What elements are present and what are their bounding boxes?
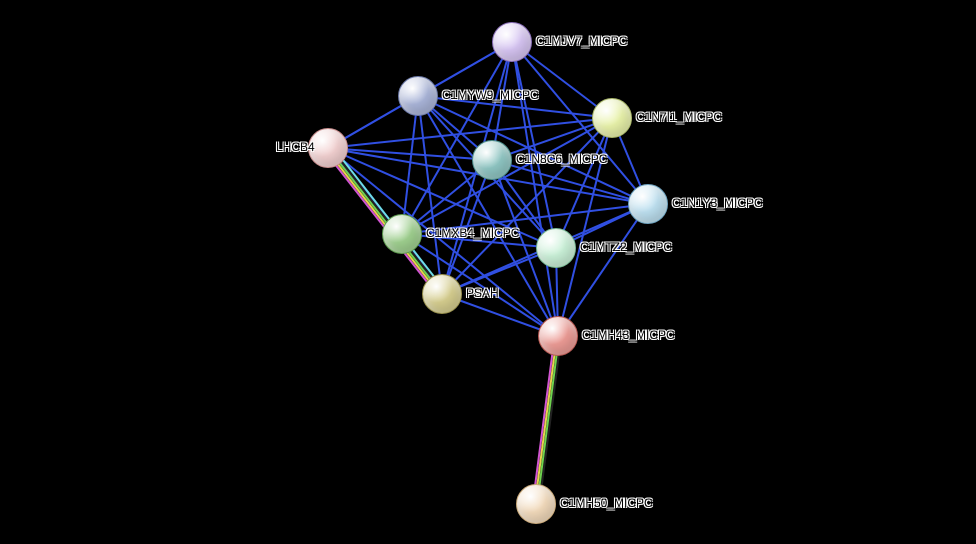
edge bbox=[442, 118, 612, 294]
node-C1N7I1_MICPC[interactable] bbox=[592, 98, 632, 138]
edges-layer bbox=[0, 0, 976, 544]
edge-multi bbox=[539, 336, 561, 504]
node-circle[interactable] bbox=[536, 228, 576, 268]
node-circle[interactable] bbox=[628, 184, 668, 224]
node-C1N8C6_MICPC[interactable] bbox=[472, 140, 512, 180]
node-C1MH43_MICPC[interactable] bbox=[538, 316, 578, 356]
edge-multi bbox=[533, 336, 555, 504]
node-C1MTZ2_MICPC[interactable] bbox=[536, 228, 576, 268]
edge-multi bbox=[535, 336, 557, 504]
node-label: C1MH43_MICPC bbox=[582, 328, 675, 342]
node-circle[interactable] bbox=[398, 76, 438, 116]
node-label: C1N8C6_MICPC bbox=[516, 152, 607, 166]
node-label: PSAH bbox=[466, 286, 499, 300]
node-label: C1MTZ2_MICPC bbox=[580, 240, 672, 254]
node-label: LHCB4 bbox=[276, 140, 315, 154]
node-label: C1N1Y3_MICPC bbox=[672, 196, 763, 210]
node-circle[interactable] bbox=[472, 140, 512, 180]
node-label: C1MH50_MICPC bbox=[560, 496, 653, 510]
node-PSAH[interactable] bbox=[422, 274, 462, 314]
node-C1MJV7_MICPC[interactable] bbox=[492, 22, 532, 62]
edge bbox=[512, 42, 558, 336]
node-label: C1N7I1_MICPC bbox=[636, 110, 722, 124]
node-circle[interactable] bbox=[382, 214, 422, 254]
node-circle[interactable] bbox=[516, 484, 556, 524]
node-label: C1MJV7_MICPC bbox=[536, 34, 627, 48]
node-circle[interactable] bbox=[538, 316, 578, 356]
node-C1N1Y3_MICPC[interactable] bbox=[628, 184, 668, 224]
node-label: C1MYW9_MICPC bbox=[442, 88, 539, 102]
node-label: C1MXB4_MICPC bbox=[426, 226, 519, 240]
edge-multi bbox=[537, 336, 559, 504]
node-C1MH50_MICPC[interactable] bbox=[516, 484, 556, 524]
node-circle[interactable] bbox=[422, 274, 462, 314]
node-C1MXB4_MICPC[interactable] bbox=[382, 214, 422, 254]
node-circle[interactable] bbox=[492, 22, 532, 62]
network-diagram: C1MJV7_MICPC C1MYW9_MICPC C1N7I1_MICPC LHCB… bbox=[0, 0, 976, 544]
node-C1MYW9_MICPC[interactable] bbox=[398, 76, 438, 116]
node-circle[interactable] bbox=[592, 98, 632, 138]
